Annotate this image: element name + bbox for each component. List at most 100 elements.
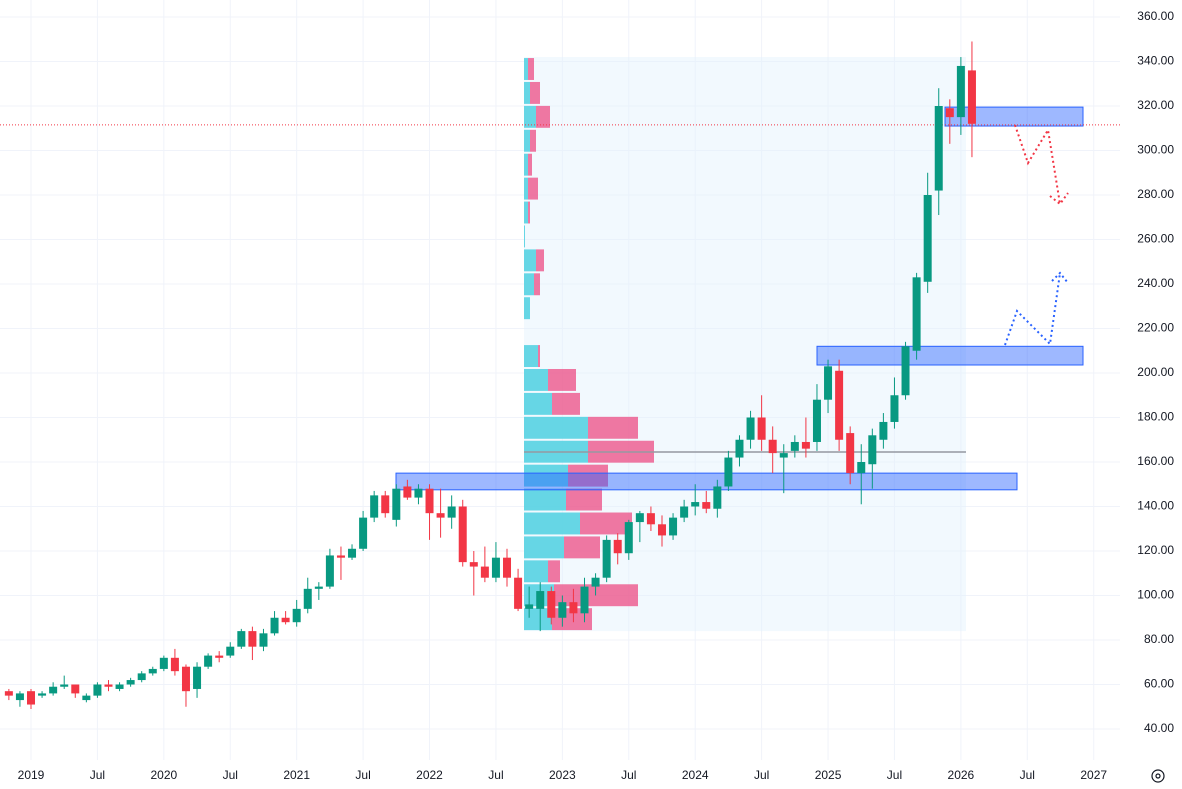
candle-body [148,668,157,674]
profile-up [524,58,528,80]
up-arrow-head [1051,271,1069,284]
candle-body [536,591,545,609]
profile-up [524,153,528,176]
x-tick-label: 2024 [682,768,709,782]
candle-body [237,631,246,647]
candle-body [967,70,976,124]
profile-down [530,81,540,104]
candle-body [170,657,179,672]
axis-labels: 40.00 60.00 80.00 100.00 120.00 140.00 160.00 1… [18,9,1175,782]
profile-up [524,201,528,224]
candle-body [71,684,80,694]
profile-up [524,560,548,583]
profile-up [524,512,580,535]
settings-icon-center [1155,773,1161,779]
profile-down [564,536,600,559]
candle-body [193,666,202,689]
y-tick-label: 280.00 [1137,187,1174,201]
y-tick-label: 220.00 [1137,321,1174,335]
y-tick-label: 80.00 [1144,632,1174,646]
candle-body [779,453,788,458]
candle-body [635,513,644,523]
x-tick-label: 2020 [150,768,177,782]
candle-body [602,539,611,578]
candle-body [702,502,711,509]
settings-icon[interactable] [1151,769,1165,783]
candle-body [879,421,888,440]
profile-down [528,153,532,176]
profile-up [524,416,588,439]
profile-up [524,129,530,152]
y-tick-label: 240.00 [1137,276,1174,290]
y-tick-label: 360.00 [1137,9,1174,23]
candle-body [281,617,290,623]
candle-body [447,506,456,518]
candle-body [624,522,633,554]
x-tick-label: 2027 [1080,768,1107,782]
profile-up [524,488,566,511]
candle-body [790,441,799,451]
profile-down [552,392,580,415]
candle-body [547,591,556,618]
candle-body [259,633,268,647]
candle-body [558,602,567,618]
candle-body [49,686,58,694]
candle-body [314,586,323,589]
candle-body [857,462,866,474]
y-tick-label: 60.00 [1144,677,1174,691]
candle-body [923,195,932,282]
candle-body [580,586,589,614]
profile-down [528,201,530,224]
candle-body [503,557,512,578]
candle-body [392,488,401,520]
profile-down [548,368,576,391]
profile-up [524,273,534,296]
candle-body [591,577,600,587]
candle-body [945,108,954,118]
profile-down [536,249,544,272]
profile-up [524,608,552,631]
x-tick-label: 2023 [549,768,576,782]
candle-body [248,631,257,647]
candle-body [934,105,943,191]
candle-body [525,604,534,609]
x-tick-label: 2019 [18,768,45,782]
profile-up [524,249,536,272]
candle-body [126,680,135,685]
y-tick-label: 300.00 [1137,143,1174,157]
candle-body [370,495,379,518]
y-tick-label: 200.00 [1137,365,1174,379]
x-tick-label: Jul [754,768,769,782]
down-arrow-head [1049,192,1069,206]
candle-body [835,370,844,440]
candle-body [514,577,523,609]
candle-body [824,366,833,400]
profile-down [538,345,540,367]
candles [4,41,976,709]
candle-body [359,517,368,549]
candle-body [491,557,500,578]
candle-body [303,588,312,609]
zone [944,106,1084,127]
candle-body [226,646,235,656]
candle-body [480,566,489,578]
candle-body [746,417,755,440]
candle-body [325,555,334,587]
candle-body [735,439,744,458]
candle-body [215,655,224,658]
y-tick-label: 140.00 [1137,499,1174,513]
candle-body [159,657,168,669]
y-tick-label: 160.00 [1137,454,1174,468]
candle-body [713,486,722,509]
profile-down [536,105,550,128]
x-tick-label: Jul [355,768,370,782]
volume-profile [524,57,966,632]
x-tick-label: 2026 [948,768,975,782]
zone [816,345,1084,366]
candle-body [912,277,921,351]
x-tick-label: Jul [223,768,238,782]
candle-body [104,684,113,687]
profile-range [524,57,966,632]
profile-down [548,560,560,583]
